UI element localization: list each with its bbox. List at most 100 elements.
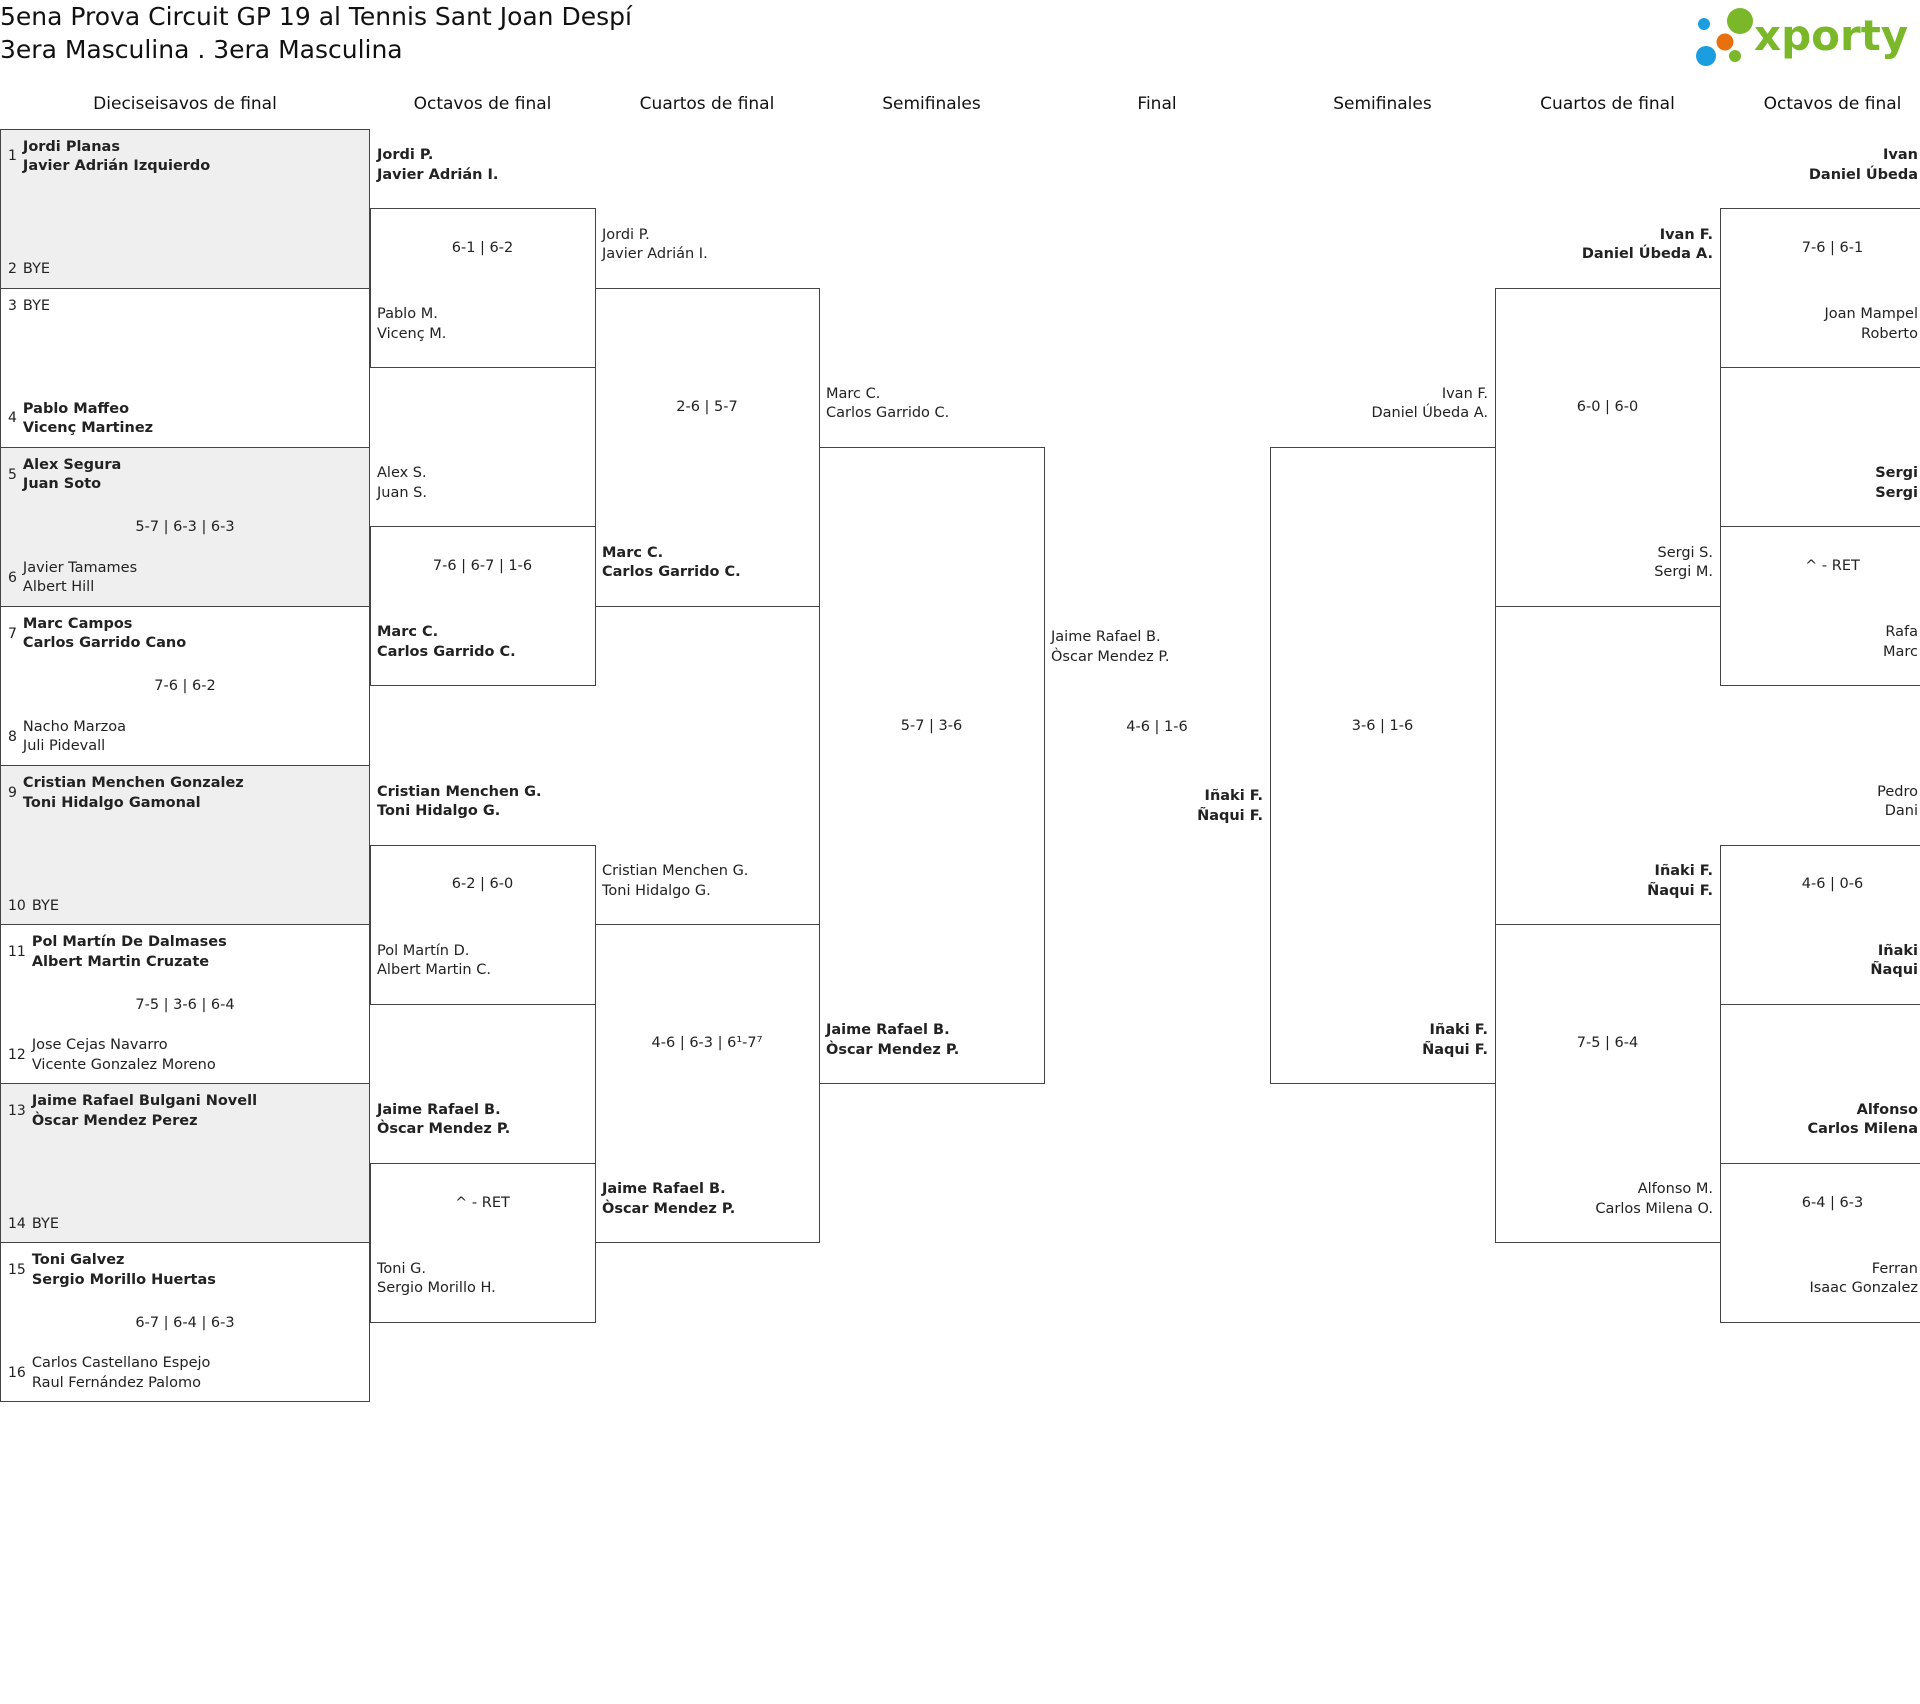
entrant: Alex S. Juan S.	[377, 464, 592, 503]
entrant: 16 Carlos Castellano Espejo Raul Fernández…	[8, 1354, 210, 1393]
player-name: Òscar Mendez P.	[826, 1041, 960, 1058]
round-header: Octavos de final	[1763, 94, 1902, 114]
player-name: Iñaki	[1877, 942, 1918, 959]
entrant: Jaime Rafael B. Òscar Mendez P.	[826, 1021, 1041, 1060]
player-name: Vicenç M.	[377, 325, 447, 342]
player-name: Vicente Gonzalez Moreno	[31, 1056, 216, 1073]
entrant: Marc C. Carlos Garrido C.	[826, 385, 1041, 424]
r32-match: 7 Marc Campos Carlos Garrido Cano 8 Nacho Ma…	[0, 605, 370, 766]
player-name: Sergi	[1875, 484, 1918, 501]
round-header: Final	[1137, 94, 1177, 114]
player-name: Pedro	[1877, 783, 1918, 800]
seed-number: 6	[8, 569, 17, 586]
seed-number: 8	[8, 728, 17, 745]
seed-number: 2	[8, 261, 17, 278]
player-name: Toni Hidalgo G.	[377, 803, 501, 820]
player-name: Juan S.	[377, 484, 427, 501]
player-name: Pablo Maffeo	[22, 400, 130, 417]
match-score: 7-6 | 6-1	[1801, 239, 1864, 256]
player-name: BYE	[31, 1215, 60, 1232]
match-box	[1270, 446, 1496, 1085]
r32-match: 15 Toni Galvez Sergio Morillo Huertas 16 Car…	[0, 1242, 370, 1403]
player-name: Jaime Rafael Bulgani Novell	[31, 1093, 258, 1110]
entrant-names: Nacho Marzoa Juli Pidevall	[23, 718, 126, 757]
player-name: Cristian Menchen Gonzalez	[22, 775, 244, 791]
player-name: Carlos Castellano Espejo	[31, 1355, 211, 1372]
round-header: Cuartos de final	[1540, 94, 1675, 114]
player-name: Ivan F.	[1659, 226, 1713, 243]
player-name: Ivan F.	[1441, 385, 1488, 402]
player-name: Daniel Úbeda A.	[1581, 246, 1713, 263]
entrant: 13 Jaime Rafael Bulgani Novell Òscar Mende…	[8, 1092, 257, 1131]
player-name: Javier Adrián I.	[602, 246, 708, 263]
match-score: 4-6 | 6-3 | 6¹-7⁷	[651, 1035, 763, 1052]
player-name: Pol Martín De Dalmases	[31, 934, 227, 951]
match-score: 6-2 | 6-0	[451, 876, 514, 893]
r32-match: 3 BYE 4 Pablo Maffeo Vicenç Martinez	[0, 287, 370, 448]
player-name: Carlos Garrido C.	[602, 564, 741, 581]
player-name: Carlos Milena	[1807, 1121, 1919, 1138]
player-name: Ñaqui F.	[1647, 882, 1713, 899]
entrant: Pablo M. Vicenç M.	[377, 305, 592, 344]
entrant: Jaime Rafael B. Òscar Mendez P.	[602, 1180, 816, 1219]
player-name: Òscar Mendez P.	[377, 1121, 511, 1138]
entrant: 6 Javier Tamames Albert Hill	[8, 559, 137, 598]
category-subtitle: 3era Masculina . 3era Masculina	[0, 35, 403, 64]
player-name: Juan Soto	[22, 476, 102, 493]
logo-dot-icon	[1698, 18, 1710, 30]
entrant: Pol Martín D. Albert Martin C.	[377, 942, 592, 981]
r32-match: 13 Jaime Rafael Bulgani Novell Òscar Mende…	[0, 1083, 370, 1244]
player-name: Albert Martin C.	[377, 962, 491, 979]
player-name: Carlos Milena O.	[1595, 1200, 1713, 1217]
player-name: Rafa	[1885, 624, 1918, 641]
entrant: 2 BYE	[8, 260, 50, 280]
player-name: Marc Campos	[22, 615, 133, 632]
entrant-names: Pablo Maffeo Vicenç Martinez	[23, 400, 153, 439]
player-name: Toni Hidalgo G.	[602, 882, 711, 899]
player-name: Marc C.	[826, 385, 881, 402]
entrant-names: BYE	[23, 260, 50, 280]
player-name: Raul Fernández Palomo	[31, 1374, 201, 1391]
player-name: Carlos Garrido C.	[377, 644, 516, 661]
entrant: Iñaki F. Ñaqui F.	[1044, 787, 1263, 826]
logo-dot-icon	[1729, 50, 1741, 62]
seed-number: 5	[8, 466, 17, 483]
entrant-names: Carlos Castellano Espejo Raul Fernández P…	[32, 1354, 211, 1393]
seed-number: 3	[8, 297, 17, 314]
player-name: BYE	[22, 297, 51, 314]
player-name: Marc C.	[602, 544, 664, 561]
player-name: Javier Adrián Izquierdo	[22, 158, 211, 175]
match-score: ^ - RET	[1805, 558, 1860, 575]
entrant: Alfonso Carlos Milena	[1720, 1101, 1919, 1140]
entrant: 4 Pablo Maffeo Vicenç Martinez	[8, 400, 153, 439]
entrant: 5 Alex Segura Juan Soto	[8, 456, 121, 495]
round-header: Semifinales	[882, 94, 981, 114]
logo-dot-icon	[1716, 33, 1734, 51]
player-name: Pablo M.	[377, 306, 438, 323]
player-name: Roberto	[1861, 325, 1918, 342]
entrant-names: Jordi Planas Javier Adrián Izquierdo	[23, 138, 210, 177]
match-score: 3-6 | 1-6	[1351, 717, 1414, 734]
player-name: Cristian Menchen G.	[602, 863, 749, 880]
match-score: ^ - RET	[455, 1194, 510, 1211]
player-name: Javier Adrián I.	[377, 166, 499, 183]
player-name: Òscar Mendez P.	[602, 1200, 736, 1217]
entrant-names: BYE	[32, 1215, 59, 1235]
entrant: Pedro Dani	[1720, 783, 1918, 822]
player-name: Alfonso	[1856, 1101, 1918, 1118]
entrant: Jordi P. Javier Adrián I.	[602, 226, 816, 265]
match-score: 6-0 | 6-0	[1576, 399, 1639, 416]
seed-number: 7	[8, 625, 17, 642]
entrant: Marc C. Carlos Garrido C.	[602, 544, 816, 583]
entrant: Joan Mampel Roberto	[1720, 305, 1918, 344]
seed-number: 16	[8, 1365, 26, 1381]
player-name: Alex Segura	[22, 456, 122, 473]
player-name: Daniel Úbeda A.	[1371, 405, 1488, 422]
entrant: 3 BYE	[8, 297, 50, 317]
entrant: 8 Nacho Marzoa Juli Pidevall	[8, 718, 126, 757]
entrant: Jordi P. Javier Adrián I.	[377, 146, 592, 185]
entrant-names: Cristian Menchen Gonzalez Toni Hidalgo Ga…	[23, 774, 244, 813]
player-name: Sergio Morillo H.	[377, 1280, 496, 1297]
player-name: Pol Martín D.	[377, 942, 470, 959]
entrant: Ivan F. Daniel Úbeda A.	[1270, 385, 1488, 424]
